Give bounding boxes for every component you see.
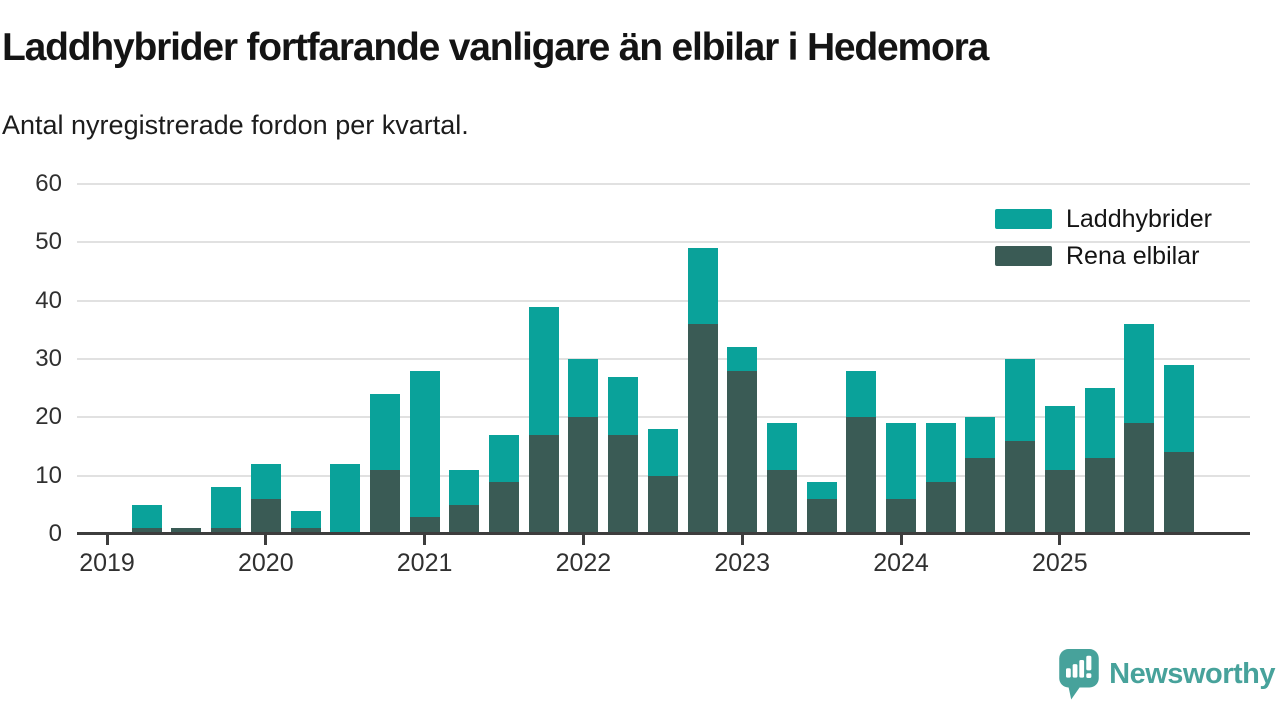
y-axis-label-50: 50	[35, 228, 62, 256]
y-axis: 0 10 20 30 40 50 60	[0, 170, 62, 547]
bar-2020-Q4-rena-elbilar	[369, 469, 400, 534]
bar-2025-Q1-laddhybrider	[1044, 405, 1075, 470]
x-axis-tick-2020	[264, 535, 268, 545]
bar-2024-Q3-laddhybrider	[965, 417, 996, 459]
x-axis-tick-2023	[740, 535, 744, 545]
bar-2025-Q1-rena-elbilar	[1044, 469, 1075, 534]
bar-2022-Q3-rena-elbilar	[647, 475, 678, 534]
x-axis-label-2020: 2020	[237, 549, 294, 577]
bar-2022-Q1-laddhybrider	[568, 359, 599, 418]
y-axis-label-40: 40	[35, 286, 62, 314]
bar-2019-Q4-laddhybrider	[211, 487, 242, 529]
bar-2020-Q4-laddhybrider	[369, 394, 400, 470]
bar-2021-Q2-rena-elbilar	[449, 504, 480, 534]
x-axis-label-2022: 2022	[555, 549, 612, 577]
chart-title: Laddhybrider fortfarande vanligare än el…	[2, 26, 989, 69]
bar-2022-Q1-rena-elbilar	[568, 417, 599, 534]
y-axis-label-10: 10	[35, 461, 62, 489]
x-axis-line	[77, 532, 1250, 535]
bar-2023-Q2-rena-elbilar	[766, 469, 797, 534]
legend-label-rena-elbilar: Rena elbilar	[1066, 241, 1200, 270]
legend: Laddhybrider Rena elbilar	[995, 204, 1212, 280]
bar-2021-Q1-rena-elbilar	[409, 516, 440, 534]
legend-item-rena-elbilar: Rena elbilar	[995, 241, 1212, 270]
bar-2025-Q2-rena-elbilar	[1084, 458, 1115, 534]
bar-2019-Q2-rena-elbilar	[131, 528, 162, 534]
x-axis-label-2021: 2021	[396, 549, 453, 577]
bar-2021-Q3-laddhybrider	[489, 434, 519, 482]
plot-area	[77, 183, 1250, 545]
x-axis-label-2025: 2025	[1031, 549, 1088, 577]
x-axis-label-2024: 2024	[873, 549, 929, 577]
x-axis-tick-2022	[581, 535, 585, 545]
bar-2025-Q3-laddhybrider	[1124, 324, 1155, 424]
bar-2020-Q1-laddhybrider	[250, 464, 281, 499]
legend-swatch-laddhybrider	[995, 209, 1052, 229]
bar-2024-Q1-rena-elbilar	[886, 499, 916, 534]
bar-2024-Q2-laddhybrider	[925, 423, 956, 482]
x-axis-label-2023: 2023	[714, 549, 770, 577]
y-axis-label-0: 0	[48, 520, 62, 547]
chart-subtitle: Antal nyregistrerade fordon per kvartal.	[2, 110, 469, 140]
bar-2021-Q3-rena-elbilar	[489, 481, 519, 534]
gridline-30	[77, 358, 1250, 360]
bar-2021-Q2-laddhybrider	[449, 469, 480, 505]
gridline-50	[77, 241, 1250, 244]
y-axis-label-60: 60	[35, 170, 62, 197]
bar-2025-Q3-rena-elbilar	[1124, 423, 1155, 534]
gridline-60	[77, 183, 1250, 185]
bar-2023-Q4-rena-elbilar	[846, 417, 877, 534]
bar-2023-Q4-laddhybrider	[846, 370, 877, 418]
bar-2023-Q2-laddhybrider	[766, 423, 797, 470]
bar-2022-Q2-rena-elbilar	[608, 434, 639, 534]
bar-2024-Q1-laddhybrider	[886, 423, 916, 499]
bar-2024-Q4-rena-elbilar	[1005, 440, 1036, 534]
x-axis-label-2019: 2019	[79, 549, 135, 577]
bar-2022-Q3-laddhybrider	[647, 429, 678, 476]
legend-label-laddhybrider: Laddhybrider	[1066, 204, 1212, 233]
bar-2021-Q1-laddhybrider	[409, 370, 440, 517]
bar-2019-Q4-rena-elbilar	[211, 528, 242, 534]
bar-2020-Q2-laddhybrider	[290, 510, 321, 529]
newsworthy-logo: Newsworthy	[1058, 648, 1275, 700]
bar-2025-Q2-laddhybrider	[1084, 388, 1115, 459]
bar-2024-Q3-rena-elbilar	[965, 458, 996, 534]
bar-2025-Q4-laddhybrider	[1163, 364, 1194, 453]
bar-2023-Q3-rena-elbilar	[806, 499, 837, 534]
x-axis-tick-2024	[899, 535, 903, 545]
bar-2023-Q3-laddhybrider	[806, 481, 837, 499]
bar-2023-Q1-laddhybrider	[727, 347, 758, 371]
bar-2024-Q2-rena-elbilar	[925, 481, 956, 534]
bar-2022-Q2-laddhybrider	[608, 376, 639, 435]
x-axis-tick-2019	[105, 535, 109, 545]
bar-2021-Q4-rena-elbilar	[528, 434, 559, 534]
bar-2020-Q3-laddhybrider	[330, 464, 361, 534]
gridline-20	[77, 416, 1250, 419]
legend-item-laddhybrider: Laddhybrider	[995, 204, 1212, 233]
x-axis-tick-2021	[423, 535, 427, 545]
x-axis-tick-2025	[1058, 535, 1062, 545]
legend-swatch-rena-elbilar	[995, 246, 1052, 266]
newsworthy-logo-icon	[1059, 649, 1099, 700]
bar-2022-Q4-laddhybrider	[687, 248, 718, 324]
bar-2020-Q2-rena-elbilar	[290, 528, 321, 534]
y-axis-label-30: 30	[35, 345, 62, 372]
bar-2020-Q1-rena-elbilar	[250, 499, 281, 534]
x-axis: 2019 2020 2021 2022 2023 2024 2025	[77, 548, 1250, 580]
bar-2023-Q1-rena-elbilar	[727, 370, 758, 534]
newsworthy-logo-text: Newsworthy	[1109, 657, 1275, 690]
bar-2021-Q4-laddhybrider	[528, 306, 559, 435]
gridline-40	[77, 299, 1250, 302]
bar-2019-Q3-rena-elbilar	[171, 528, 202, 534]
bar-2025-Q4-rena-elbilar	[1163, 452, 1194, 534]
bar-2022-Q4-rena-elbilar	[687, 324, 718, 534]
bar-2019-Q2-laddhybrider	[131, 504, 162, 529]
y-axis-label-20: 20	[35, 403, 62, 431]
bar-2024-Q4-laddhybrider	[1005, 359, 1036, 441]
